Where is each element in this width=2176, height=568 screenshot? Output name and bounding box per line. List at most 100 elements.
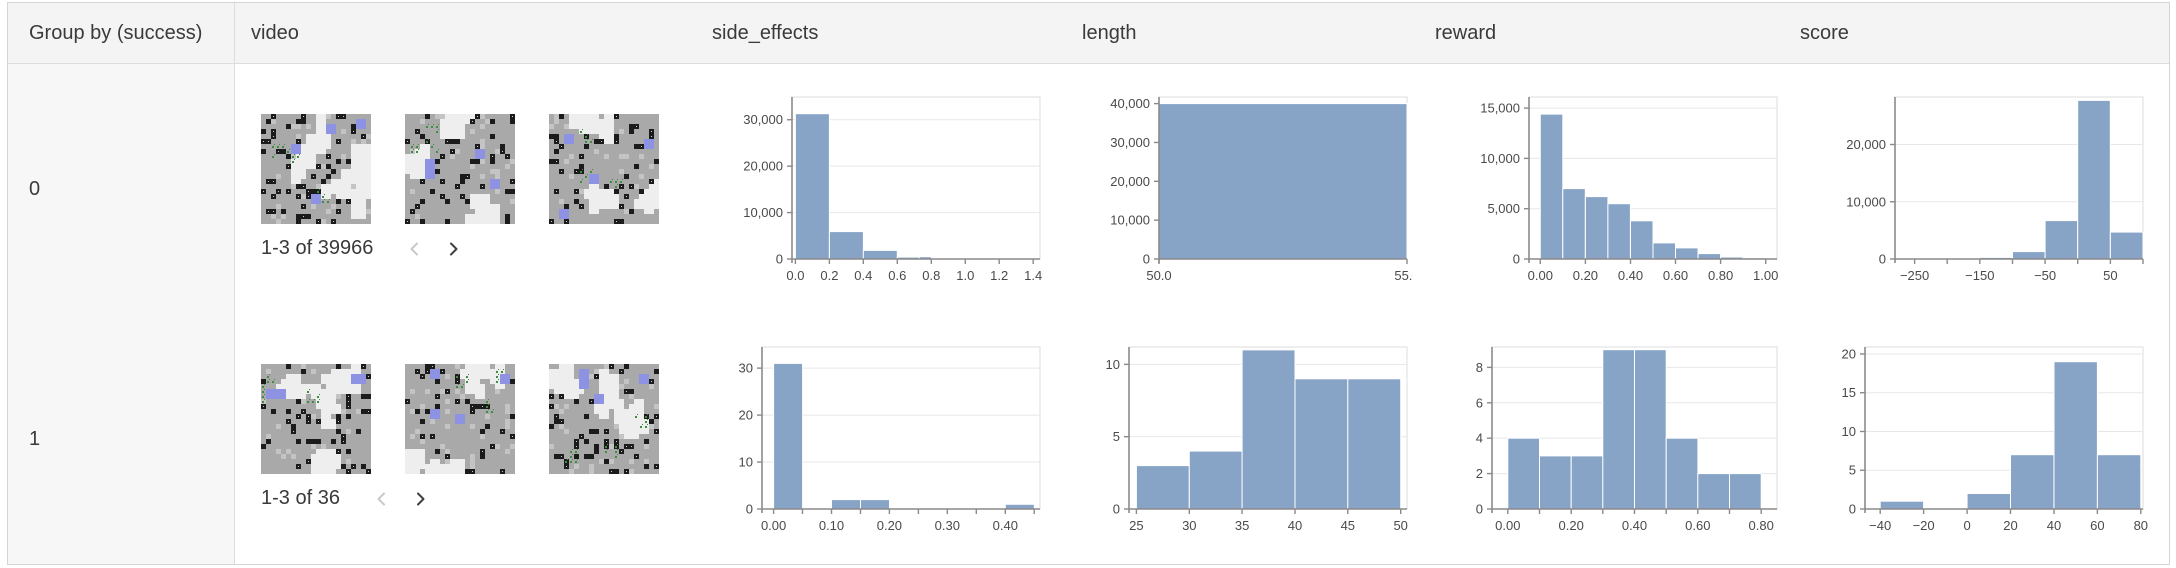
svg-text:10: 10: [1842, 424, 1856, 439]
svg-text:0: 0: [1113, 502, 1120, 517]
chevron-left-icon[interactable]: [372, 489, 392, 509]
svg-text:0: 0: [1143, 252, 1150, 267]
column-header-length[interactable]: length: [1066, 3, 1419, 64]
svg-text:8: 8: [1476, 360, 1483, 375]
histogram-panel-score[interactable]: 0 10,000 20,000 −250 −150 −50 50: [1784, 64, 2169, 314]
svg-text:50: 50: [2103, 268, 2117, 283]
grouped-runs-table: Group by (success) video side_effects le…: [7, 2, 2170, 565]
svg-text:0.2: 0.2: [820, 268, 838, 283]
svg-text:−250: −250: [1900, 268, 1929, 283]
svg-text:0.20: 0.20: [1573, 268, 1598, 283]
svg-text:0.40: 0.40: [1622, 518, 1647, 533]
column-header-score[interactable]: score: [1784, 3, 2169, 64]
group-value-cell: 1: [8, 314, 235, 564]
svg-text:20,000: 20,000: [743, 159, 783, 174]
svg-text:10,000: 10,000: [1110, 213, 1150, 228]
svg-text:−50: −50: [2034, 268, 2056, 283]
svg-text:5,000: 5,000: [1487, 201, 1520, 216]
histogram-panel-score[interactable]: 0 5 10 15 20 −40 −20 0 20 40 60 80: [1784, 314, 2169, 564]
svg-text:20: 20: [2003, 518, 2017, 533]
svg-text:55.0: 55.0: [1394, 268, 1413, 283]
svg-text:1.4: 1.4: [1024, 268, 1042, 283]
svg-text:0.8: 0.8: [922, 268, 940, 283]
pagination-label: 1-3 of 39966: [261, 237, 374, 259]
video-thumbnails: [261, 364, 696, 474]
length-histogram: 0 10,000 20,000 30,000 40,000 50.0 55.0: [1099, 91, 1413, 289]
svg-text:30,000: 30,000: [1110, 135, 1150, 150]
svg-text:0.00: 0.00: [1495, 518, 1520, 533]
video-thumbnail[interactable]: [405, 364, 515, 474]
svg-text:50: 50: [1393, 518, 1407, 533]
video-thumbnail[interactable]: [549, 114, 659, 224]
score-histogram: 0 5 10 15 20 −40 −20 0 20 40 60 80: [1835, 341, 2149, 539]
histogram-panel-side-effects[interactable]: 0 10 20 30 0.00 0.10 0.20 0.30 0.40: [696, 314, 1066, 564]
side-effects-histogram: 0 10 20 30 0.00 0.10 0.20 0.30 0.40: [732, 341, 1046, 539]
svg-text:10,000: 10,000: [1846, 194, 1886, 209]
svg-text:−40: −40: [1869, 518, 1891, 533]
svg-text:0.0: 0.0: [786, 268, 804, 283]
video-thumbnail[interactable]: [261, 364, 371, 474]
svg-text:20,000: 20,000: [1846, 137, 1886, 152]
video-thumbnail[interactable]: [405, 114, 515, 224]
svg-text:0.80: 0.80: [1708, 268, 1733, 283]
video-cell: 1-3 of 39966: [235, 64, 696, 314]
video-thumbnail[interactable]: [549, 364, 659, 474]
svg-text:0: 0: [1963, 518, 1970, 533]
svg-text:0.60: 0.60: [1685, 518, 1710, 533]
svg-text:0.40: 0.40: [1618, 268, 1643, 283]
reward-histogram: 0 2 4 6 8 0.00 0.20 0.40 0.60 0.80: [1469, 341, 1783, 539]
svg-text:50.0: 50.0: [1146, 268, 1171, 283]
video-thumbnail[interactable]: [261, 114, 371, 224]
svg-text:30: 30: [1182, 518, 1196, 533]
svg-text:0.00: 0.00: [761, 518, 786, 533]
svg-text:10,000: 10,000: [743, 205, 783, 220]
svg-text:20,000: 20,000: [1110, 174, 1150, 189]
svg-text:1.00: 1.00: [1753, 268, 1778, 283]
svg-text:0.20: 0.20: [1559, 518, 1584, 533]
column-header-side-effects[interactable]: side_effects: [696, 3, 1066, 64]
svg-text:10,000: 10,000: [1480, 151, 1520, 166]
chevron-left-icon[interactable]: [405, 239, 425, 259]
svg-text:6: 6: [1476, 395, 1483, 410]
column-header-video[interactable]: video: [235, 3, 696, 64]
chevron-right-icon[interactable]: [410, 489, 430, 509]
svg-text:60: 60: [2090, 518, 2104, 533]
column-header-reward[interactable]: reward: [1419, 3, 1784, 64]
histogram-panel-reward[interactable]: 0 5,000 10,000 15,000 0.00 0.20 0.40 0.60 0.80 1.…: [1419, 64, 1784, 314]
svg-text:10: 10: [739, 455, 753, 470]
svg-text:40,000: 40,000: [1110, 96, 1150, 111]
svg-text:5: 5: [1113, 429, 1120, 444]
svg-text:35: 35: [1235, 518, 1249, 533]
pagination: 1-3 of 36: [261, 487, 696, 510]
svg-text:2: 2: [1476, 466, 1483, 481]
histogram-panel-length[interactable]: 0 10,000 20,000 30,000 40,000 50.0 55.0: [1066, 64, 1419, 314]
svg-text:0.6: 0.6: [888, 268, 906, 283]
svg-text:0.00: 0.00: [1528, 268, 1553, 283]
svg-text:0.80: 0.80: [1749, 518, 1774, 533]
histogram-panel-length[interactable]: 0 5 10 25 30 35 40 45 50: [1066, 314, 1419, 564]
group-value-label: 0: [29, 177, 41, 200]
svg-text:0.10: 0.10: [819, 518, 844, 533]
svg-text:10: 10: [1106, 357, 1120, 372]
pagination: 1-3 of 39966: [261, 237, 696, 260]
svg-text:0: 0: [1849, 502, 1856, 517]
svg-text:20: 20: [739, 408, 753, 423]
column-header-group-by[interactable]: Group by (success): [8, 3, 235, 64]
video-thumbnails: [261, 114, 696, 224]
video-cell: 1-3 of 36: [235, 314, 696, 564]
svg-text:0: 0: [1476, 502, 1483, 517]
svg-text:0: 0: [746, 502, 753, 517]
pagination-label: 1-3 of 36: [261, 487, 340, 509]
svg-text:0.30: 0.30: [935, 518, 960, 533]
svg-text:0: 0: [1513, 252, 1520, 267]
svg-text:−20: −20: [1913, 518, 1935, 533]
histogram-panel-reward[interactable]: 0 2 4 6 8 0.00 0.20 0.40 0.60 0.80: [1419, 314, 1784, 564]
svg-text:0: 0: [776, 252, 783, 267]
svg-text:30,000: 30,000: [743, 112, 783, 127]
svg-text:40: 40: [1288, 518, 1302, 533]
svg-text:15,000: 15,000: [1480, 101, 1520, 116]
svg-text:40: 40: [2047, 518, 2061, 533]
histogram-panel-side-effects[interactable]: 0 10,000 20,000 30,000 0.0 0.2 0.4 0.6 0.8 1.0 1.2…: [696, 64, 1066, 314]
chevron-right-icon[interactable]: [443, 239, 463, 259]
svg-text:80: 80: [2134, 518, 2148, 533]
